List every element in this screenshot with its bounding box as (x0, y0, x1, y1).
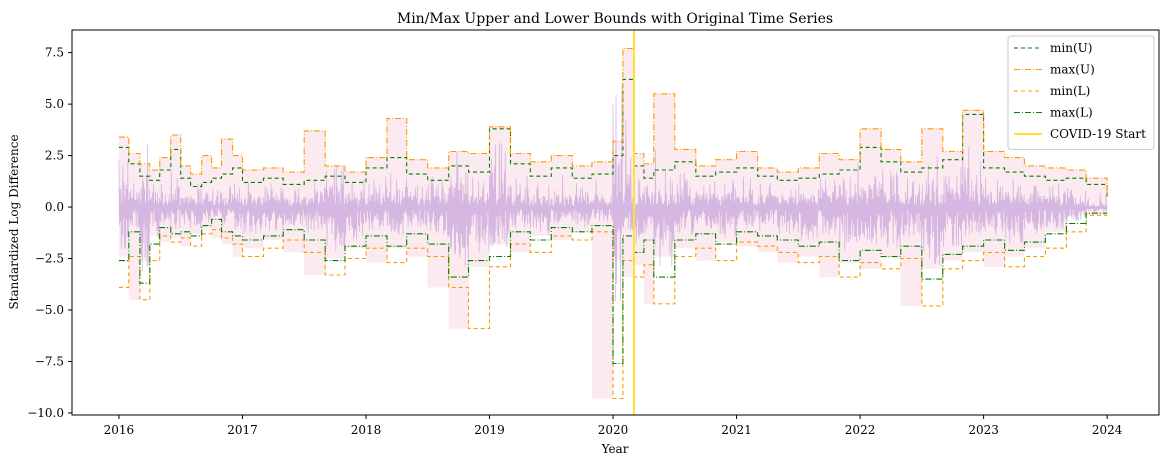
legend-box (1007, 35, 1155, 150)
y-tick-label: −2.5 (35, 252, 64, 266)
y-tick-label: 7.5 (45, 46, 64, 60)
x-tick-label: 2017 (227, 423, 258, 437)
y-tick-label: −7.5 (35, 354, 64, 368)
x-tick-label: 2016 (104, 423, 135, 437)
x-tick-label: 2020 (598, 423, 629, 437)
bounds-fill (118, 48, 1108, 399)
y-tick-label: −10.0 (27, 406, 64, 420)
x-tick-label: 2018 (351, 423, 382, 437)
bound-series (118, 47, 1108, 400)
y-tick-label: −5.0 (35, 303, 64, 317)
x-tick-label: 2023 (968, 423, 999, 437)
legend-label: max(U) (1050, 63, 1095, 77)
y-tick-label: 2.5 (45, 149, 64, 163)
y-axis-label: Standardized Log Difference (7, 134, 21, 309)
legend-label: max(L) (1050, 106, 1093, 120)
x-axis: 2016 2017 2018 2019 2020 2021 2022 2023 2024 (104, 415, 1123, 437)
bound-fills (118, 48, 1108, 399)
y-tick-label: 5.0 (45, 97, 64, 111)
y-tick-label: 0.0 (45, 200, 64, 214)
original-time-series (118, 85, 1108, 302)
series-line-maxl (118, 212, 1108, 365)
plot-area (71, 29, 1160, 416)
plot-frame (71, 29, 1160, 416)
original-series-line (118, 85, 1108, 302)
x-tick-label: 2022 (845, 423, 876, 437)
legend: min(U) max(U) min(L) max(L) COVID-19 Start (1007, 35, 1155, 150)
legend-label: min(L) (1050, 84, 1090, 98)
legend-label: COVID-19 Start (1050, 127, 1146, 141)
y-axis: 7.5 5.0 2.5 0.0 −2.5 −5.0 −7.5 −10.0 (27, 46, 72, 420)
x-tick-label: 2021 (721, 423, 752, 437)
legend-label: min(U) (1050, 41, 1092, 55)
chart-title: Min/Max Upper and Lower Bounds with Orig… (397, 11, 833, 27)
x-axis-label: Year (601, 442, 629, 456)
x-tick-label: 2019 (474, 423, 505, 437)
series-line-maxu (118, 47, 1108, 197)
x-tick-label: 2024 (1092, 423, 1123, 437)
